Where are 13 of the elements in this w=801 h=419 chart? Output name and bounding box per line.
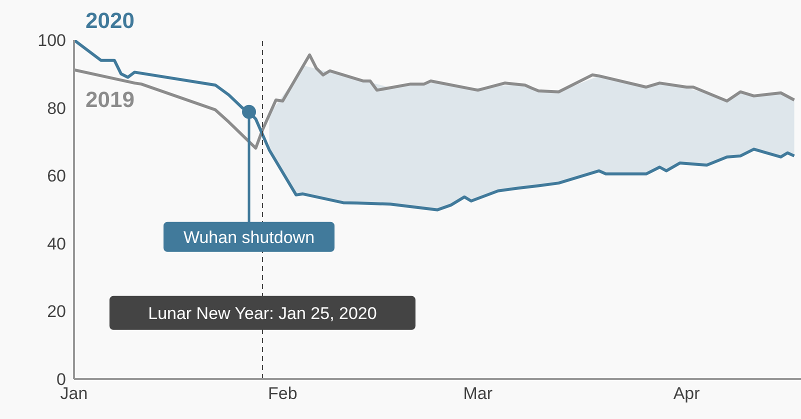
- x-tick-label: Mar: [463, 384, 493, 404]
- series-label: 2019: [86, 86, 134, 112]
- x-tick-label: Apr: [673, 384, 700, 404]
- y-tick-label: 20: [47, 302, 66, 322]
- series-label: 2020: [86, 8, 134, 33]
- ref-line-label: Lunar New Year: Jan 25, 2020: [148, 304, 377, 323]
- x-tick-label: Jan: [60, 384, 88, 404]
- y-tick-label: 80: [47, 98, 66, 118]
- y-tick-label: 100: [38, 31, 66, 50]
- y-tick-label: 40: [47, 234, 66, 254]
- annotation: Wuhan shutdown: [183, 228, 315, 247]
- x-tick-label: Feb: [268, 384, 298, 404]
- y-tick-label: 60: [47, 166, 66, 186]
